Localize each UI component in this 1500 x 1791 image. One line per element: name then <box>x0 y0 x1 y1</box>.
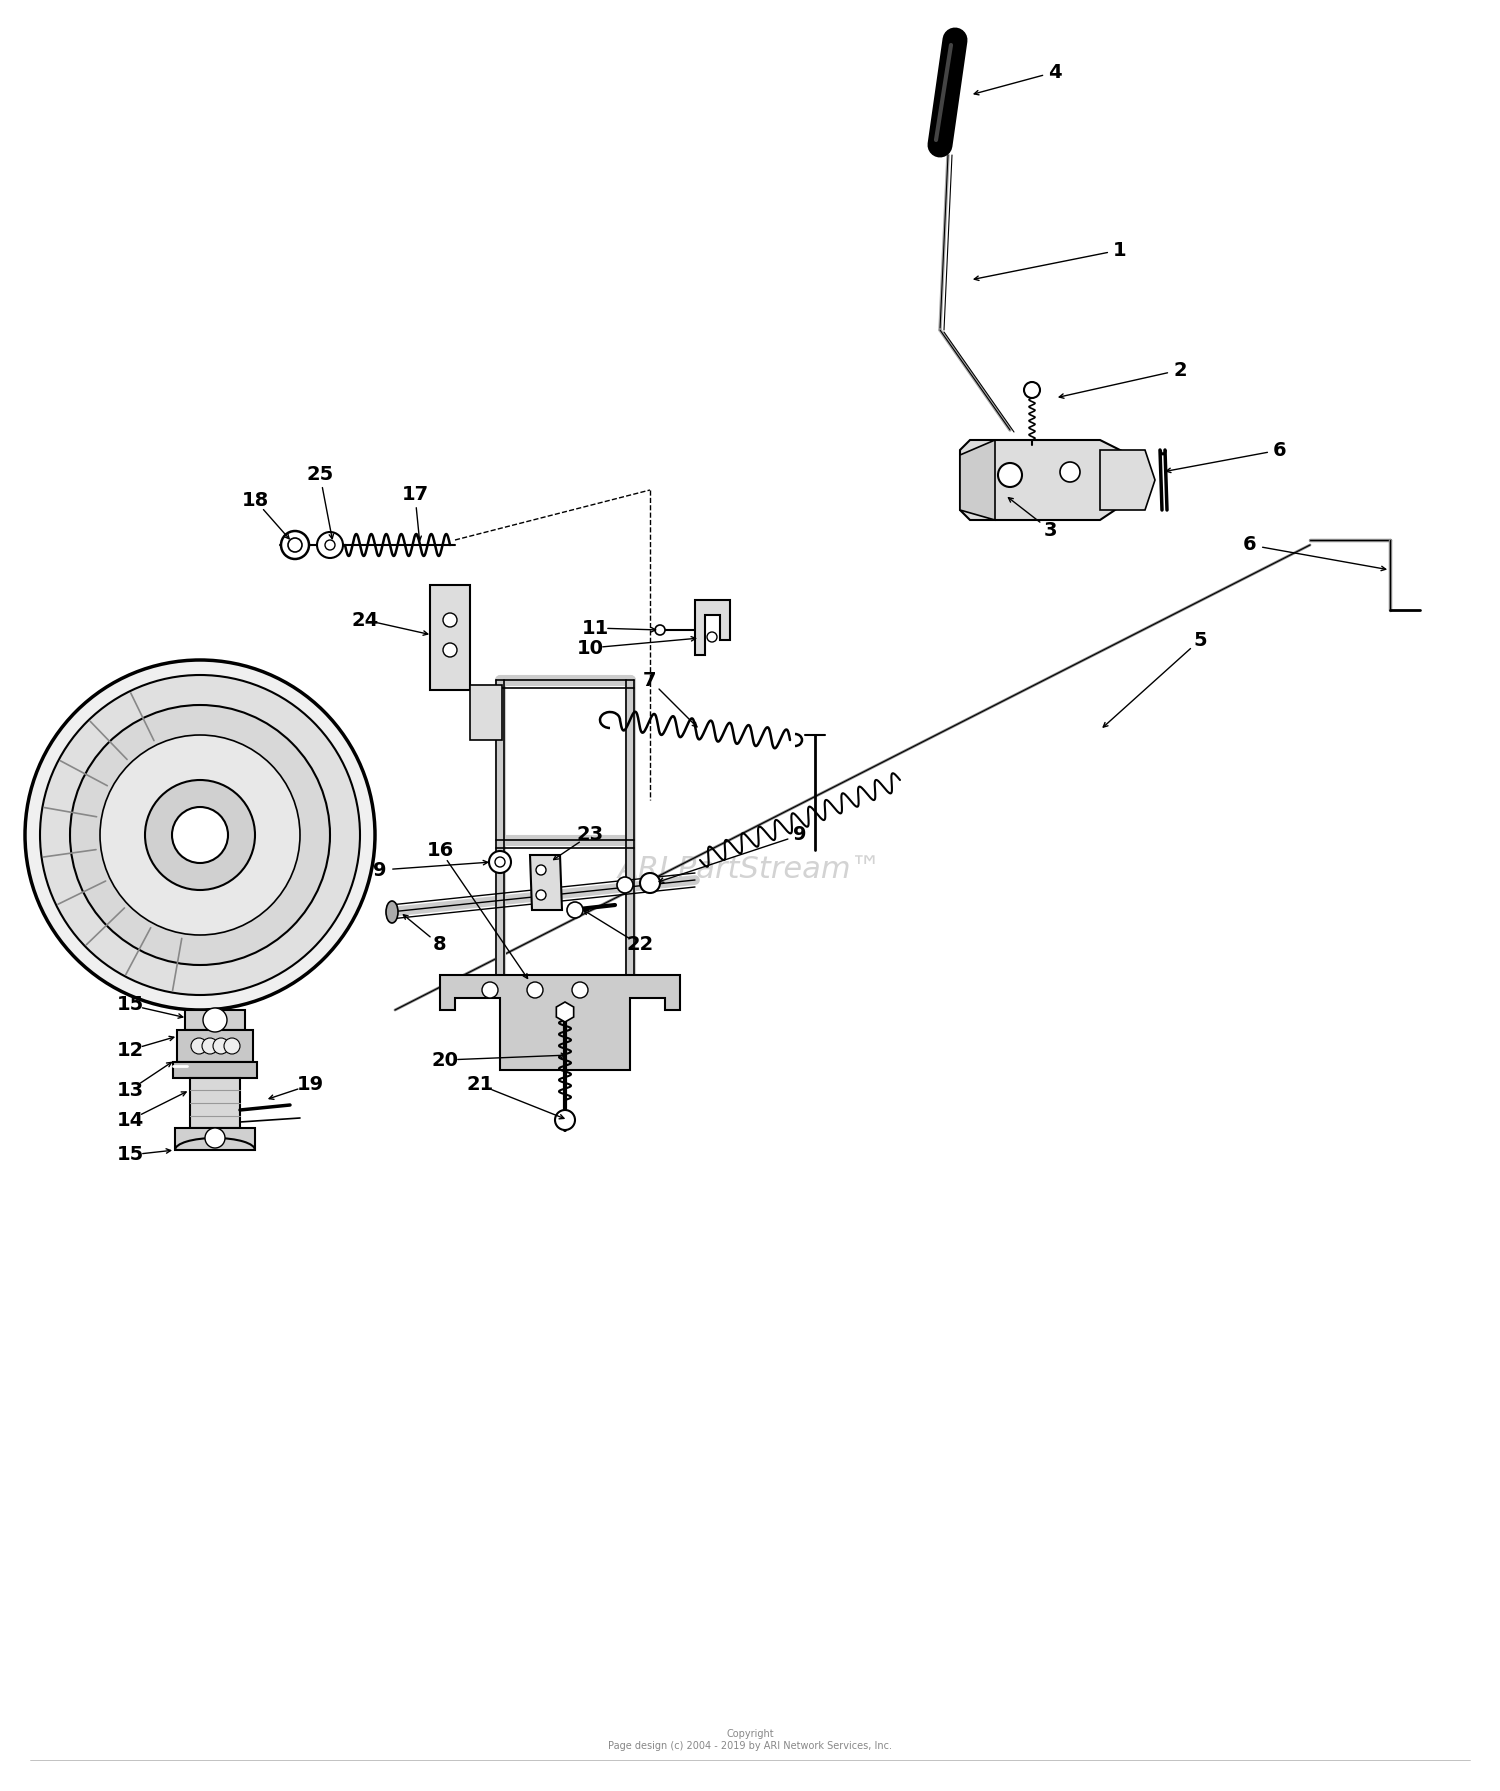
Text: 5: 5 <box>1192 630 1208 650</box>
Polygon shape <box>556 1001 573 1023</box>
Circle shape <box>202 1008 226 1032</box>
Circle shape <box>495 858 506 867</box>
Text: 9: 9 <box>794 826 807 845</box>
Text: 1: 1 <box>1113 240 1126 260</box>
Text: 22: 22 <box>627 935 654 955</box>
Circle shape <box>202 1039 217 1053</box>
Ellipse shape <box>386 901 398 922</box>
Text: ARI PartStream™: ARI PartStream™ <box>618 856 882 885</box>
Polygon shape <box>960 441 1130 519</box>
Text: 17: 17 <box>402 485 429 505</box>
Text: 6: 6 <box>1274 441 1287 460</box>
Circle shape <box>1060 462 1080 482</box>
Circle shape <box>706 632 717 641</box>
Polygon shape <box>960 441 994 519</box>
Circle shape <box>70 706 330 965</box>
Circle shape <box>326 541 334 550</box>
Circle shape <box>26 661 375 1010</box>
Circle shape <box>526 981 543 998</box>
Polygon shape <box>440 974 680 1069</box>
Polygon shape <box>1100 450 1155 510</box>
Circle shape <box>998 464 1022 487</box>
Polygon shape <box>176 1128 255 1150</box>
Circle shape <box>146 781 255 890</box>
Circle shape <box>567 903 584 919</box>
Text: 9: 9 <box>374 860 387 879</box>
Text: 18: 18 <box>242 491 268 509</box>
Circle shape <box>1024 381 1039 398</box>
Text: Copyright
Page design (c) 2004 - 2019 by ARI Network Services, Inc.: Copyright Page design (c) 2004 - 2019 by… <box>608 1728 892 1752</box>
Text: 10: 10 <box>576 639 603 657</box>
Polygon shape <box>470 684 502 740</box>
Text: 25: 25 <box>306 466 333 485</box>
Circle shape <box>224 1039 240 1053</box>
Circle shape <box>482 981 498 998</box>
Text: 11: 11 <box>582 618 609 638</box>
Circle shape <box>172 808 228 863</box>
Circle shape <box>555 1110 574 1130</box>
Circle shape <box>40 675 360 996</box>
Polygon shape <box>172 1062 256 1078</box>
Circle shape <box>213 1039 230 1053</box>
Polygon shape <box>530 854 562 910</box>
Circle shape <box>190 1039 207 1053</box>
Circle shape <box>288 537 302 552</box>
Text: 7: 7 <box>644 670 657 690</box>
Text: 21: 21 <box>466 1076 494 1094</box>
Polygon shape <box>184 1010 244 1030</box>
Circle shape <box>572 981 588 998</box>
Ellipse shape <box>946 36 964 45</box>
Text: 2: 2 <box>1173 360 1186 380</box>
Polygon shape <box>694 600 730 656</box>
Polygon shape <box>430 586 470 690</box>
Text: 3: 3 <box>1044 521 1056 539</box>
Circle shape <box>316 532 344 559</box>
Circle shape <box>206 1128 225 1148</box>
Text: 4: 4 <box>1048 63 1062 82</box>
Circle shape <box>100 734 300 935</box>
Text: 15: 15 <box>117 1146 144 1164</box>
Text: 14: 14 <box>117 1110 144 1130</box>
Circle shape <box>442 613 458 627</box>
Text: 23: 23 <box>576 826 603 845</box>
Circle shape <box>489 851 512 872</box>
Circle shape <box>280 530 309 559</box>
Text: 12: 12 <box>117 1041 144 1060</box>
Circle shape <box>536 865 546 876</box>
Text: 13: 13 <box>117 1080 144 1100</box>
Text: 15: 15 <box>117 996 144 1014</box>
Text: 24: 24 <box>351 611 378 629</box>
Text: 8: 8 <box>433 935 447 955</box>
Polygon shape <box>190 1078 240 1128</box>
Text: 20: 20 <box>432 1051 459 1069</box>
Circle shape <box>640 872 660 894</box>
Circle shape <box>656 625 664 636</box>
Text: 16: 16 <box>426 840 453 860</box>
Circle shape <box>536 890 546 901</box>
Text: 19: 19 <box>297 1076 324 1094</box>
Text: 6: 6 <box>1244 536 1257 555</box>
Circle shape <box>442 643 458 657</box>
Circle shape <box>616 878 633 894</box>
Polygon shape <box>177 1030 254 1062</box>
